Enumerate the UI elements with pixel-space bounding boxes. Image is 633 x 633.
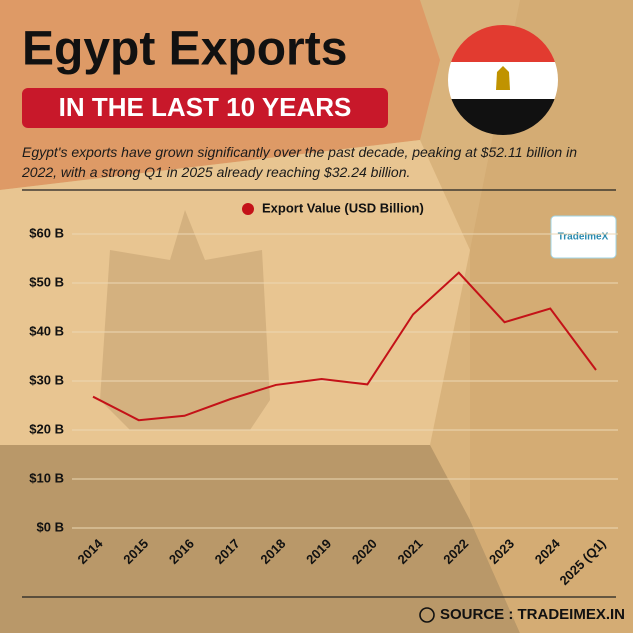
description: Egypt's exports have grown significantly… [22,144,577,180]
line [92,271,597,422]
map-lower [0,445,520,633]
title: Egypt Exports [22,23,347,76]
y-tick-label: $30 B [29,372,64,387]
y-tick-label: $0 B [37,519,64,534]
eagle-watermark [100,210,270,430]
legend-marker [242,203,254,215]
logo: TradeImeX [558,232,609,243]
globe-icon [419,607,435,623]
y-tick-label: $20 B [29,421,64,436]
y-tick-label: $40 B [29,323,64,338]
legend-label: Export Value (USD Billion) [262,200,424,215]
map-region [0,140,470,445]
subtitle-box [22,88,388,128]
map-sea [470,0,633,633]
y-tick-label: $60 B [29,225,64,240]
y-tick-label: $50 B [29,274,64,289]
source: SOURCE : TRADEIMEX.IN [440,606,625,623]
subtitle: IN THE LAST 10 YEARS [59,92,352,122]
logo-box [550,215,617,259]
y-tick-label: $10 B [29,470,64,485]
